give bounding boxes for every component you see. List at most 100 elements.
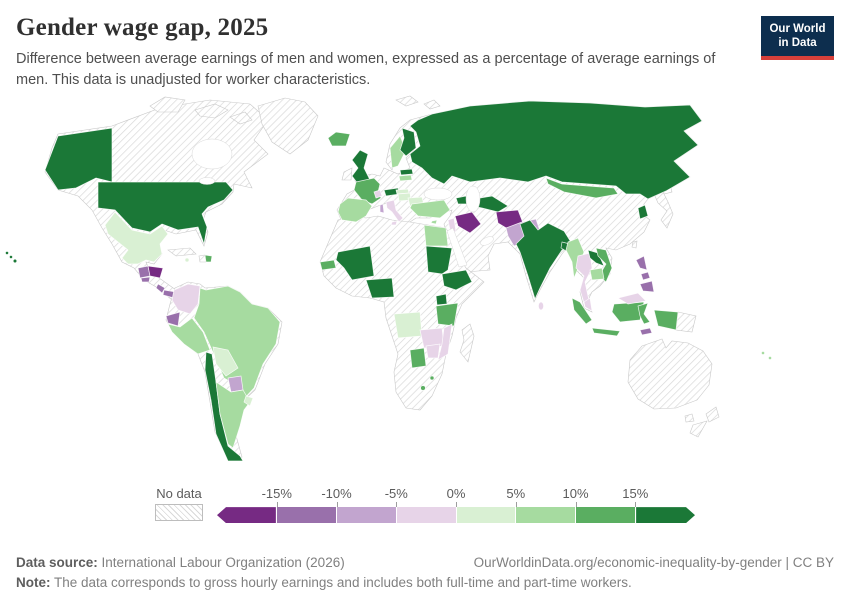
country-paraguay[interactable] (227, 375, 244, 393)
country-timor-leste[interactable] (639, 327, 653, 336)
country-tanzania[interactable] (435, 302, 459, 327)
legend-segment[interactable] (456, 507, 516, 524)
legend-tick (456, 502, 457, 508)
country-arctic-islands[interactable] (149, 96, 253, 125)
country-chile[interactable] (204, 351, 244, 462)
country-bolivia[interactable] (212, 346, 239, 377)
country-india[interactable] (515, 219, 573, 301)
chart-note: Note: The data corresponds to gross hour… (16, 575, 834, 590)
country-iceland[interactable] (327, 131, 351, 147)
country-italy[interactable] (385, 199, 404, 226)
country-mozambique[interactable] (437, 323, 453, 361)
country-jordan-israel[interactable] (447, 217, 457, 233)
owid-logo[interactable]: Our World in Data (761, 16, 834, 60)
chart-footer: Data source: International Labour Organi… (0, 547, 850, 600)
country-lesotho[interactable] (420, 385, 426, 391)
country-philippines-mindanao[interactable] (639, 280, 655, 293)
country-jamaica[interactable] (184, 257, 190, 263)
country-fiji[interactable] (761, 351, 765, 356)
legend-tick (336, 502, 338, 508)
legend-segment[interactable] (217, 507, 276, 524)
country-indonesia-java[interactable] (591, 327, 621, 337)
country-svalbard[interactable] (395, 95, 441, 110)
country-australia[interactable] (627, 338, 713, 423)
note-value: The data corresponds to gross hourly ear… (54, 575, 632, 590)
country-honduras[interactable] (147, 265, 164, 279)
legend-segment[interactable] (516, 507, 576, 524)
country-mexico[interactable] (104, 211, 169, 265)
country-france[interactable] (353, 177, 382, 205)
country-uruguay[interactable] (243, 395, 254, 407)
country-philippines-luzon[interactable] (635, 255, 648, 271)
country-indonesia-sumatra[interactable] (571, 297, 593, 325)
country-senegal[interactable] (319, 259, 337, 271)
country-peru[interactable] (167, 317, 211, 355)
country-egypt[interactable] (423, 224, 449, 247)
country-usa[interactable] (97, 181, 234, 246)
country-brazil[interactable] (193, 285, 281, 403)
no-data-swatch[interactable] (155, 504, 203, 522)
legend-no-data[interactable]: No data (155, 486, 203, 522)
legend-segment[interactable] (636, 507, 695, 523)
country-indonesia-sulawesi[interactable] (637, 302, 651, 325)
country-south-korea[interactable] (637, 204, 649, 220)
country-argentina[interactable] (215, 381, 251, 449)
country-usa-hawaii[interactable] (9, 255, 13, 260)
legend-segment[interactable] (576, 507, 636, 524)
owid-link[interactable]: OurWorldinData.org/economic-inequality-b… (473, 555, 834, 570)
country-sardinia[interactable] (379, 203, 385, 214)
country-nigeria[interactable] (365, 277, 395, 299)
country-uk[interactable] (351, 149, 371, 185)
country-dominican-republic[interactable] (204, 254, 213, 263)
country-ethiopia[interactable] (441, 269, 473, 291)
country-eswatini[interactable] (429, 375, 435, 381)
country-costa-rica[interactable] (155, 283, 166, 294)
country-cuba[interactable] (167, 247, 197, 257)
country-philippines-visayas[interactable] (640, 271, 651, 281)
country-uganda[interactable] (435, 293, 448, 306)
country-russia[interactable] (409, 100, 703, 200)
country-greenland[interactable] (257, 97, 319, 155)
country-ireland[interactable] (341, 167, 353, 181)
legend-no-data-label: No data (156, 486, 202, 502)
country-angola[interactable] (393, 311, 423, 339)
legend-segment[interactable] (276, 507, 336, 524)
country-usa-hawaii[interactable] (5, 251, 9, 256)
country-papua-new-guinea[interactable] (675, 311, 697, 333)
country-finland[interactable] (399, 127, 417, 157)
country-usa-alaska[interactable] (44, 127, 113, 191)
country-myanmar[interactable] (565, 237, 585, 280)
country-laos[interactable] (587, 249, 605, 267)
country-madagascar[interactable] (459, 323, 475, 363)
country-botswana[interactable] (409, 347, 427, 369)
country-switzerland[interactable] (373, 189, 383, 199)
great-lakes (198, 177, 216, 185)
country-mali[interactable] (335, 245, 375, 281)
country-ecuador[interactable] (165, 311, 181, 327)
country-lithuania[interactable] (398, 174, 413, 182)
country-malaysia-borneo[interactable] (617, 292, 647, 305)
country-cyprus[interactable] (430, 219, 438, 225)
country-new-zealand[interactable] (689, 406, 720, 438)
country-cambodia[interactable] (589, 267, 605, 281)
caspian-sea (465, 185, 481, 213)
country-sri-lanka[interactable] (538, 301, 544, 311)
country-sudan[interactable] (425, 245, 453, 275)
country-colombia[interactable] (171, 283, 201, 315)
country-fiji[interactable] (768, 356, 772, 361)
country-malaysia-peninsula[interactable] (583, 297, 593, 312)
legend-segment[interactable] (396, 507, 456, 524)
owid-logo-line2: in Data (778, 37, 817, 50)
legend-tick-label: 10% (562, 486, 589, 502)
country-zimbabwe[interactable] (425, 343, 441, 359)
country-el-salvador[interactable] (140, 276, 151, 283)
legend-segment[interactable] (336, 507, 396, 524)
country-usa-hawaii[interactable] (12, 259, 18, 264)
country-iraq[interactable] (454, 211, 482, 234)
country-turkey[interactable] (409, 199, 451, 219)
country-indonesia-papua[interactable] (653, 309, 679, 331)
country-latvia[interactable] (399, 168, 414, 176)
country-mongolia[interactable] (545, 177, 619, 199)
country-spain[interactable] (337, 197, 373, 223)
country-taiwan[interactable] (631, 240, 638, 249)
